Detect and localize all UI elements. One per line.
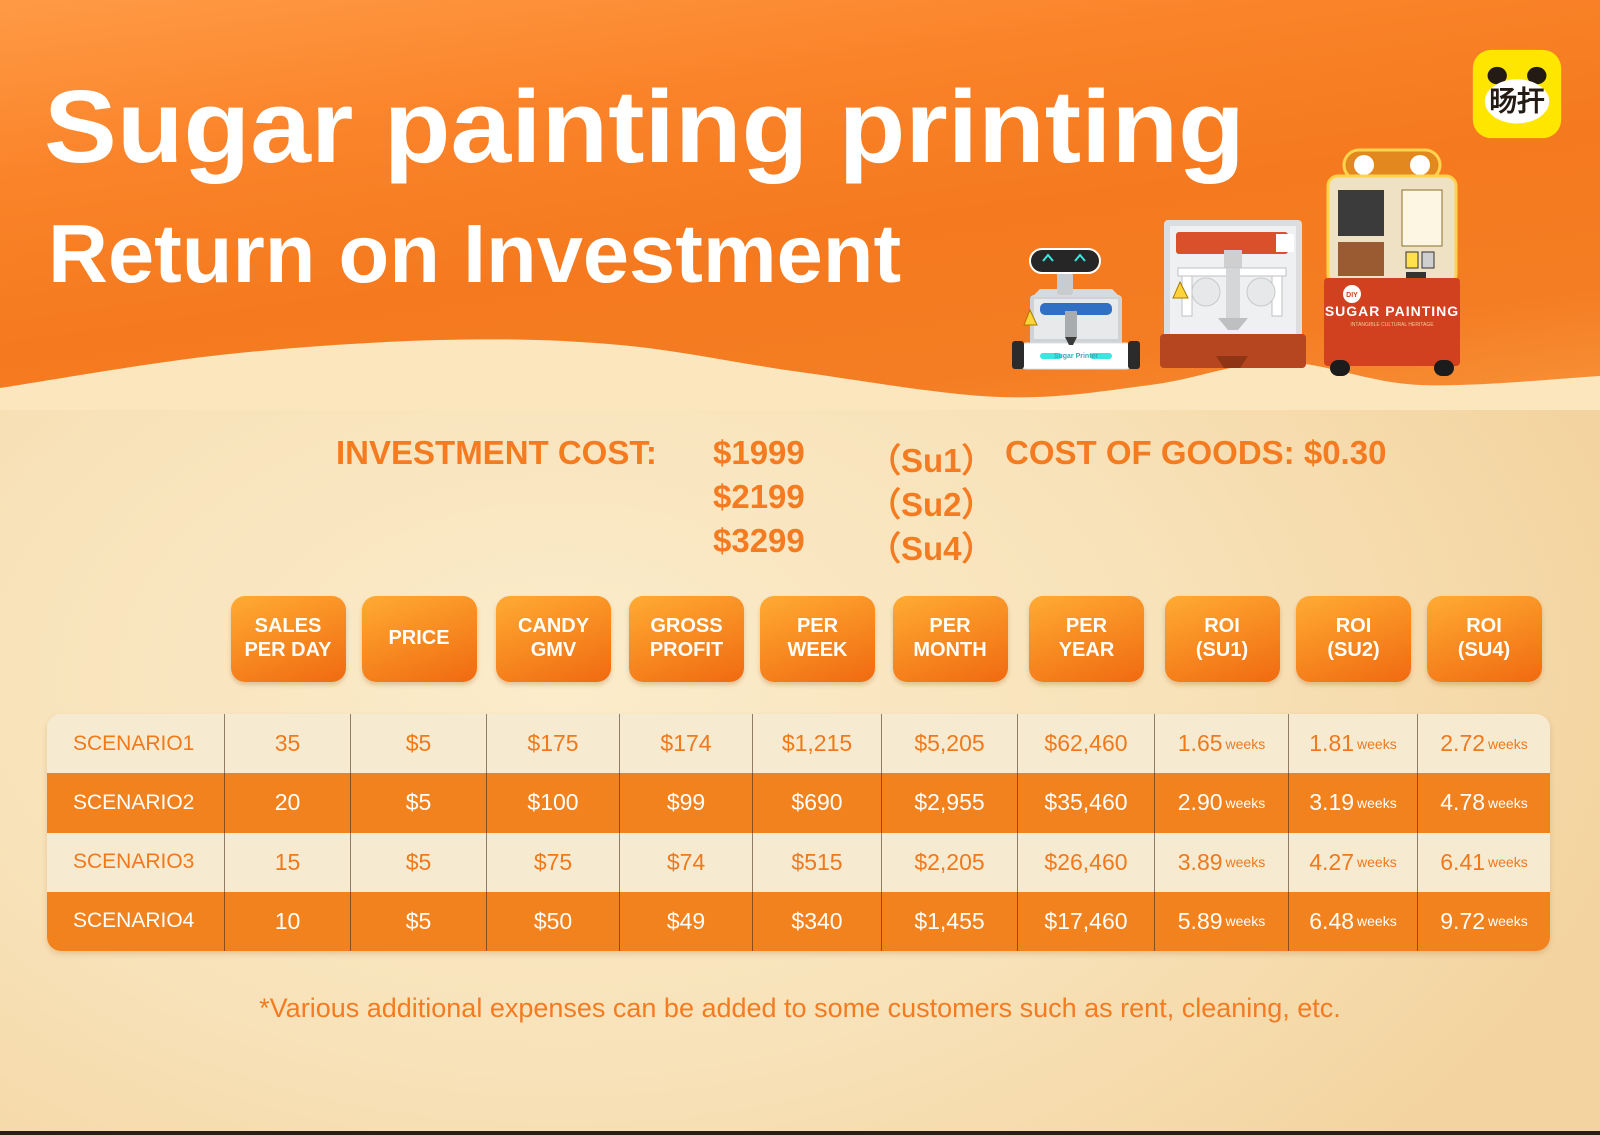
- svg-text:DIY: DIY: [1346, 292, 1358, 299]
- svg-text:Sugar Printer: Sugar Printer: [1054, 353, 1099, 360]
- svg-text:INTANGIBLE CULTURAL HERITAGE: INTANGIBLE CULTURAL HERITAGE: [1350, 322, 1434, 328]
- svg-text:SUGAR PAINTING: SUGAR PAINTING: [1325, 303, 1459, 319]
- svg-text:旸扞: 旸扞: [1489, 86, 1545, 117]
